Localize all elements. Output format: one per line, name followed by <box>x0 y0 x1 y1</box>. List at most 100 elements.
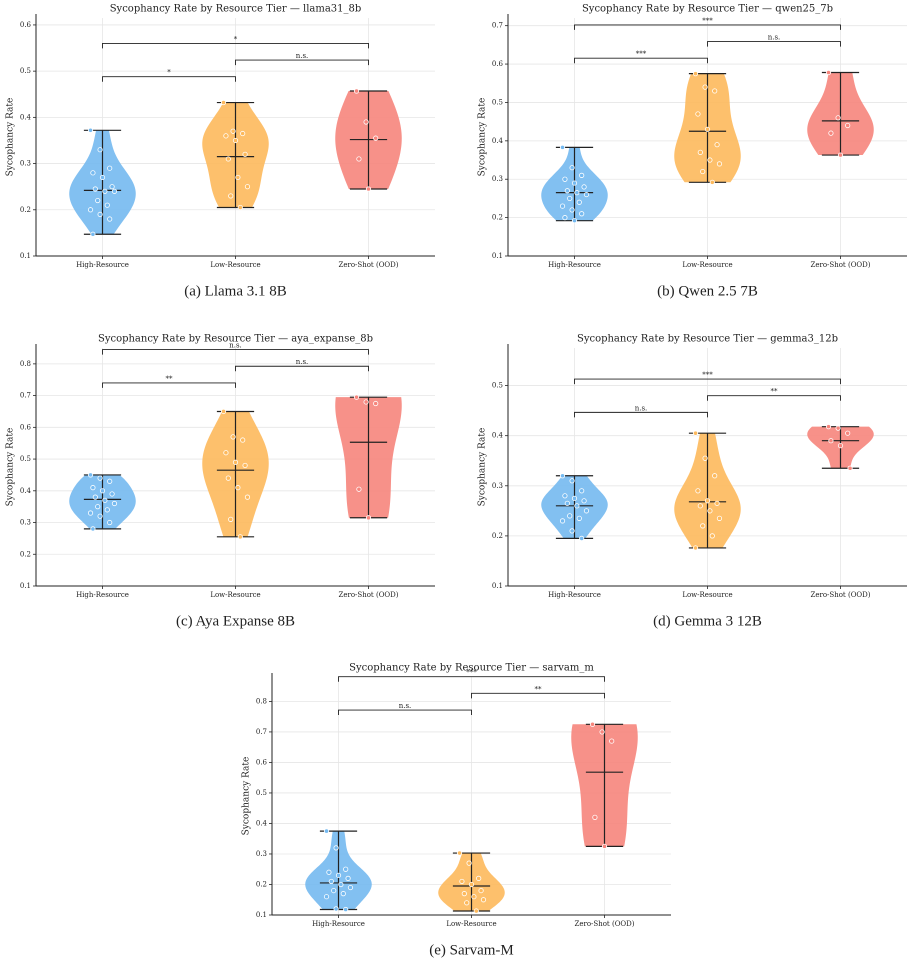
data-point <box>237 204 243 211</box>
y-tick-label: 0.8 <box>20 360 31 368</box>
data-point <box>559 518 566 524</box>
data-point <box>223 133 229 139</box>
data-point <box>323 894 330 900</box>
data-point <box>235 174 241 181</box>
y-tick-label: 0.2 <box>20 206 31 214</box>
data-point <box>99 174 106 181</box>
data-point <box>478 887 484 894</box>
data-point <box>104 507 110 513</box>
data-point <box>87 207 94 213</box>
data-point <box>111 188 118 194</box>
data-point <box>828 130 834 136</box>
data-point <box>559 203 566 209</box>
significance-label: *** <box>702 371 713 379</box>
significance-bracket <box>102 42 369 49</box>
data-point <box>581 184 587 190</box>
significance-label: ** <box>166 375 174 383</box>
y-tick-label: 0.2 <box>492 214 503 222</box>
significance-label: n.s. <box>635 404 648 412</box>
y-tick-label: 0.4 <box>20 487 32 495</box>
y-tick-label: 0.6 <box>256 758 268 766</box>
caption: (d) Gemma 3 12B <box>653 613 762 629</box>
data-point <box>363 399 369 405</box>
data-point <box>111 500 118 507</box>
data-point <box>562 493 568 499</box>
significance-label: n.s. <box>296 52 309 60</box>
data-point <box>702 455 708 461</box>
y-tick-label: 0.6 <box>20 423 32 431</box>
data-point <box>343 906 349 913</box>
data-point <box>697 149 703 155</box>
data-point <box>845 122 851 129</box>
data-point <box>695 488 701 494</box>
data-point <box>466 860 472 866</box>
significance-bracket <box>574 24 841 30</box>
x-tick-label: Zero-Shot (OOD) <box>338 591 398 599</box>
y-tick-label: 0.1 <box>20 252 31 260</box>
y-tick-label: 0.4 <box>492 137 504 145</box>
y-tick-label: 0.5 <box>20 67 31 75</box>
x-tick-label: High-Resource <box>76 261 129 269</box>
data-point <box>847 465 853 471</box>
y-axis-label: Sycophancy Rate <box>6 428 16 507</box>
x-tick-label: High-Resource <box>76 591 129 599</box>
y-tick-label: 0.1 <box>492 582 503 590</box>
data-point <box>583 191 590 198</box>
data-point <box>242 462 248 469</box>
x-tick-label: Zero-Shot (OOD) <box>810 261 870 269</box>
data-point <box>107 478 113 484</box>
data-point <box>92 494 98 500</box>
data-point <box>225 156 231 162</box>
data-point <box>240 437 246 443</box>
data-point <box>353 394 360 400</box>
significance-label: *** <box>702 17 713 25</box>
data-point <box>333 906 339 912</box>
data-point <box>109 184 115 190</box>
y-tick-label: 0.2 <box>492 532 503 540</box>
data-point <box>567 195 573 202</box>
significance-label: ** <box>535 685 543 693</box>
data-point <box>835 425 841 431</box>
data-point <box>828 438 834 444</box>
x-tick-label: Low-Resource <box>210 261 260 269</box>
significance-bracket <box>338 676 605 682</box>
data-point <box>562 176 568 182</box>
data-point <box>468 881 475 888</box>
data-point <box>87 127 94 133</box>
significance-bracket <box>707 395 841 401</box>
data-point <box>90 485 96 491</box>
data-point <box>714 500 720 506</box>
data-point <box>845 430 851 436</box>
data-point <box>240 130 246 137</box>
data-point <box>837 152 844 158</box>
data-point <box>837 443 844 449</box>
data-point <box>609 738 615 744</box>
chart-panel: Sycophancy Rate by Resource Tier — aya_e… <box>6 334 435 629</box>
data-point <box>365 186 372 192</box>
y-tick-label: 0.3 <box>492 482 503 490</box>
data-point <box>825 69 832 76</box>
data-point <box>345 875 351 881</box>
data-point <box>716 515 723 521</box>
data-point <box>228 193 234 199</box>
data-point <box>559 473 566 479</box>
data-point <box>107 519 113 526</box>
data-point <box>461 891 467 897</box>
data-point <box>107 165 113 171</box>
data-point <box>569 207 575 213</box>
data-point <box>90 526 96 532</box>
data-point <box>242 151 248 157</box>
data-point <box>709 533 715 539</box>
data-point <box>244 494 251 500</box>
y-tick-label: 0.8 <box>256 697 267 705</box>
y-tick-label: 0.7 <box>256 728 267 736</box>
chart-title: Sycophancy Rate by Resource Tier — gemma… <box>577 334 838 345</box>
data-point <box>562 215 568 221</box>
data-point <box>574 503 580 509</box>
chart-panel: Sycophancy Rate by Resource Tier — gemma… <box>478 334 907 629</box>
data-point <box>571 180 578 186</box>
data-point <box>235 485 241 491</box>
data-point <box>102 188 108 194</box>
chart-panel: Sycophancy Rate by Resource Tier — sarva… <box>242 663 671 958</box>
y-axis-label: Sycophancy Rate <box>478 98 488 177</box>
